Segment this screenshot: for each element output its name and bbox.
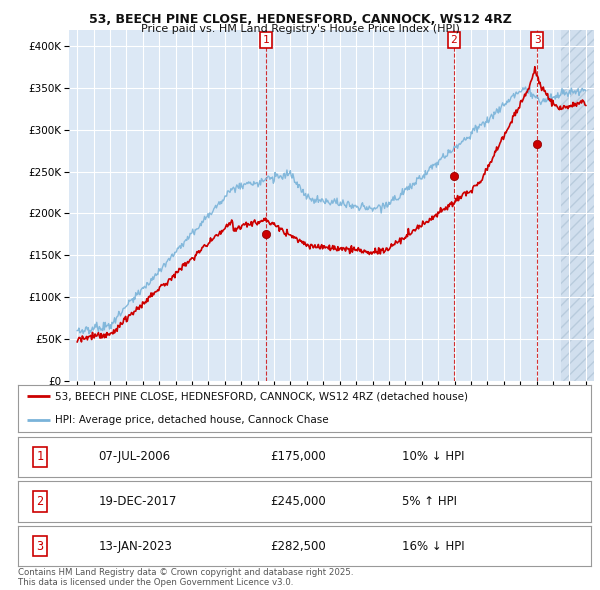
Text: 3: 3 <box>36 540 43 553</box>
Text: 1: 1 <box>36 450 43 463</box>
Text: 5% ↑ HPI: 5% ↑ HPI <box>402 495 457 508</box>
Text: 1: 1 <box>263 35 269 45</box>
Text: Price paid vs. HM Land Registry's House Price Index (HPI): Price paid vs. HM Land Registry's House … <box>140 24 460 34</box>
Text: £175,000: £175,000 <box>270 450 326 463</box>
Bar <box>561 30 594 381</box>
Text: 19-DEC-2017: 19-DEC-2017 <box>98 495 176 508</box>
Text: £245,000: £245,000 <box>270 495 326 508</box>
Text: 16% ↓ HPI: 16% ↓ HPI <box>402 540 464 553</box>
Text: 2: 2 <box>451 35 457 45</box>
Text: HPI: Average price, detached house, Cannock Chase: HPI: Average price, detached house, Cann… <box>55 415 329 425</box>
Text: 53, BEECH PINE CLOSE, HEDNESFORD, CANNOCK, WS12 4RZ (detached house): 53, BEECH PINE CLOSE, HEDNESFORD, CANNOC… <box>55 392 468 401</box>
Text: 10% ↓ HPI: 10% ↓ HPI <box>402 450 464 463</box>
Text: 2: 2 <box>36 495 43 508</box>
Text: 07-JUL-2006: 07-JUL-2006 <box>98 450 170 463</box>
Text: £282,500: £282,500 <box>270 540 326 553</box>
Text: 3: 3 <box>534 35 541 45</box>
Text: 13-JAN-2023: 13-JAN-2023 <box>98 540 172 553</box>
Text: 53, BEECH PINE CLOSE, HEDNESFORD, CANNOCK, WS12 4RZ: 53, BEECH PINE CLOSE, HEDNESFORD, CANNOC… <box>89 13 511 26</box>
Text: Contains HM Land Registry data © Crown copyright and database right 2025.
This d: Contains HM Land Registry data © Crown c… <box>18 568 353 587</box>
